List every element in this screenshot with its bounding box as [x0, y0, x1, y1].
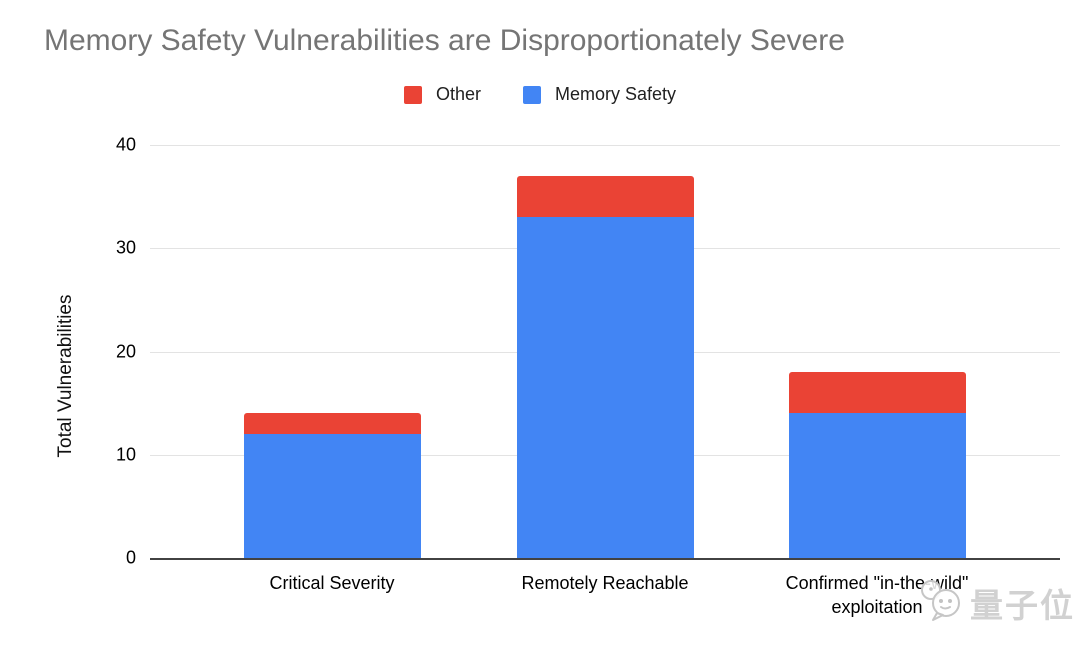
y-tick-label-30: 30 — [115, 237, 136, 258]
y-tick-label-20: 20 — [115, 341, 136, 361]
y-tick-label-40: 40 — [115, 134, 136, 155]
legend-item-other: Other — [403, 84, 481, 105]
legend-item-memory-safety: Memory Safety — [522, 84, 677, 105]
gridline-40 — [150, 145, 1060, 146]
x-category-label-critical-severity: Critical Severity — [269, 573, 395, 593]
qbitai-chat-bubbles-icon — [916, 577, 968, 628]
legend-label-other: Other — [435, 84, 481, 104]
watermark: 量子位 — [916, 577, 1075, 628]
y-tick-label-10: 10 — [115, 444, 136, 465]
bar-remotely-reachable — [516, 175, 694, 558]
y-axis-title: Total Vulnerabilities — [55, 294, 76, 458]
legend-swatch-memory-safety — [522, 85, 541, 104]
bar-critical-severity — [243, 413, 421, 558]
bar-segment-memory-safety-confirmed-in-the-wild-exploitation — [788, 413, 966, 558]
bar-confirmed-in-the-wild-exploitation — [788, 372, 966, 558]
watermark-text: 量子位 — [970, 586, 1075, 624]
bar-segment-memory-safety-remotely-reachable — [516, 217, 694, 558]
legend: Other Memory Safety — [0, 84, 1080, 105]
bar-segment-other-remotely-reachable — [516, 175, 694, 218]
bar-segment-other-critical-severity — [243, 413, 421, 435]
bar-segment-other-confirmed-in-the-wild-exploitation — [788, 372, 966, 414]
chart-title: Memory Safety Vulnerabilities are Dispro… — [44, 24, 845, 57]
x-category-label-remotely-reachable: Remotely Reachable — [521, 573, 689, 593]
y-tick-label-0: 0 — [125, 547, 136, 568]
bar-segment-memory-safety-critical-severity — [243, 434, 421, 558]
legend-label-memory-safety: Memory Safety — [554, 84, 677, 104]
legend-swatch-other — [403, 85, 422, 104]
x-axis-baseline — [150, 558, 1060, 560]
